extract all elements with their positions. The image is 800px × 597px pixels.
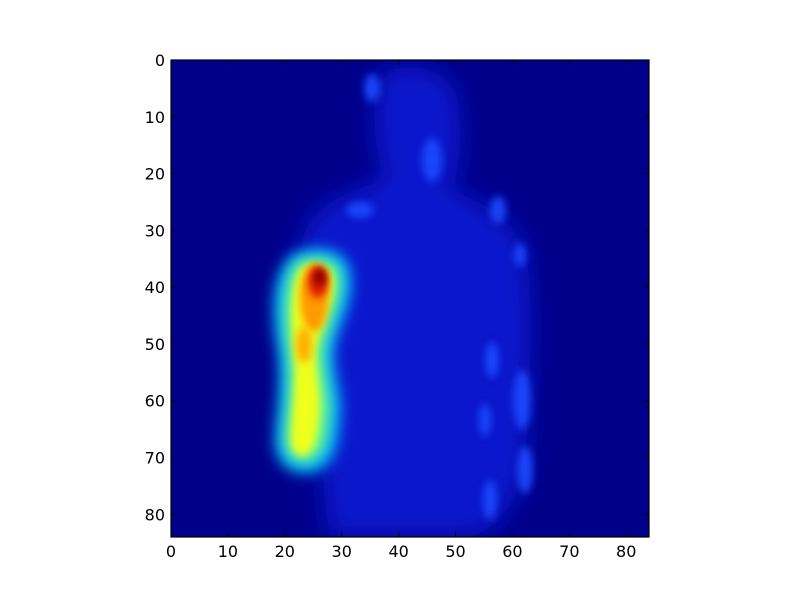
y-tick-label: 50: [145, 335, 165, 354]
silhouette-region: [299, 66, 531, 537]
x-axis: 0 10 20 30 40 50 60 70 80: [166, 60, 636, 561]
y-tick-label: 80: [145, 505, 165, 524]
x-tick-label: 0: [166, 542, 176, 561]
x-tick-label: 20: [275, 542, 295, 561]
y-tick-label: 0: [155, 51, 165, 70]
x-tick-label: 50: [445, 542, 465, 561]
y-tick-label: 70: [145, 449, 165, 468]
hotspot-orange-lower: [296, 327, 312, 363]
x-tick-label: 10: [218, 542, 238, 561]
plot-frame: [170, 59, 650, 538]
x-tick-label: 70: [559, 542, 579, 561]
x-tick-label: 40: [388, 542, 408, 561]
y-tick-label: 10: [145, 108, 165, 127]
y-tick-label: 20: [145, 165, 165, 184]
hotspot-peak: [314, 268, 326, 286]
y-tick-label: 30: [145, 221, 165, 240]
silhouette-edges: [346, 74, 533, 520]
x-tick-label: 60: [502, 542, 522, 561]
hotspot-region: [273, 248, 352, 474]
plot-area: [171, 60, 649, 537]
y-tick-label: 60: [145, 392, 165, 411]
y-axis: 0 10 20 30 40 50 60 70 80: [145, 51, 649, 524]
x-tick-label: 80: [616, 542, 636, 561]
y-tick-label: 40: [145, 278, 165, 297]
x-tick-label: 30: [332, 542, 352, 561]
